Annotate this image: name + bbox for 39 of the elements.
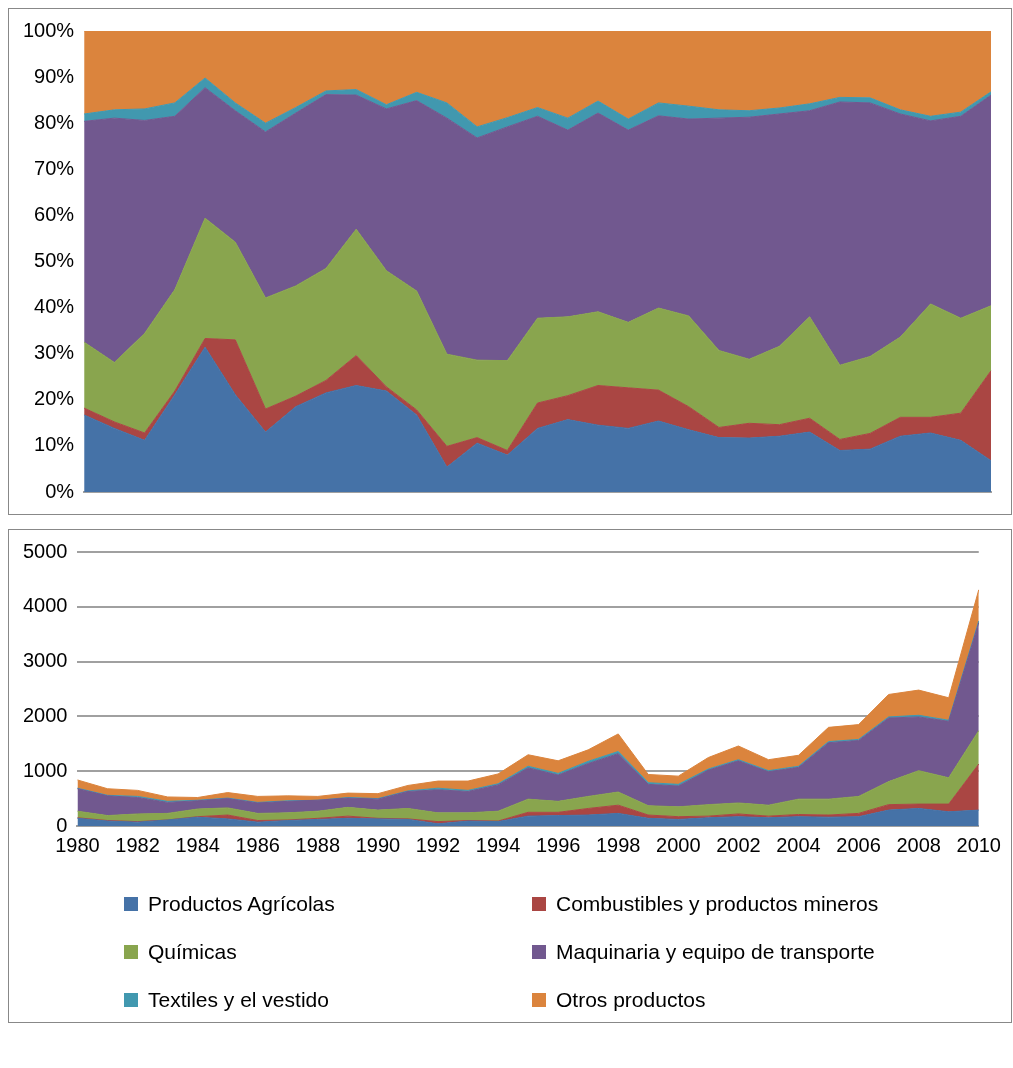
y-tick-label: 2000 [22,703,68,726]
legend-label: Combustibles y productos mineros [556,892,879,916]
x-tick-label: 1988 [295,833,341,856]
y-tick-label: 1000 [22,758,68,781]
x-tick-label: 1980 [55,833,100,856]
y-tick-label: 40% [34,295,75,318]
legend-label: Maquinaria y equipo de transporte [556,940,875,964]
y-tick-label: 4000 [22,594,68,617]
y-tick-label: 10% [34,433,75,456]
y-tick-label: 20% [34,387,75,410]
x-tick-label: 1992 [415,833,461,856]
y-tick-label: 70% [34,156,75,179]
y-tick-label: 5000 [22,539,68,562]
y-tick-label: 30% [34,341,75,364]
y-tick-label: 50% [34,249,75,272]
y-tick-label: 3000 [22,649,68,672]
x-tick-label: 2002 [716,833,761,856]
y-tick-label: 100% [23,18,75,41]
x-tick-label: 1990 [355,833,401,856]
legend-label: Químicas [148,940,237,964]
legend-label: Productos Agrícolas [148,892,335,916]
x-tick-label: 1994 [475,833,521,856]
x-tick-label: 1996 [535,833,581,856]
x-tick-label: 1986 [235,833,280,856]
y-tick-label: 0 [56,813,68,836]
x-tick-label: 2008 [896,833,941,856]
y-tick-label: 90% [34,64,75,87]
x-tick-label: 2000 [656,833,701,856]
y-tick-label: 80% [34,110,75,133]
y-tick-label: 0% [45,479,75,502]
legend-label: Textiles y el vestido [148,988,329,1012]
x-tick-label: 2010 [956,833,1001,856]
legend-label: Otros productos [556,988,706,1012]
x-tick-label: 2004 [776,833,821,856]
x-tick-label: 1982 [115,833,160,856]
x-tick-label: 2006 [836,833,881,856]
y-tick-label: 60% [34,202,75,225]
x-tick-label: 1984 [175,833,220,856]
x-tick-label: 1998 [596,833,641,856]
